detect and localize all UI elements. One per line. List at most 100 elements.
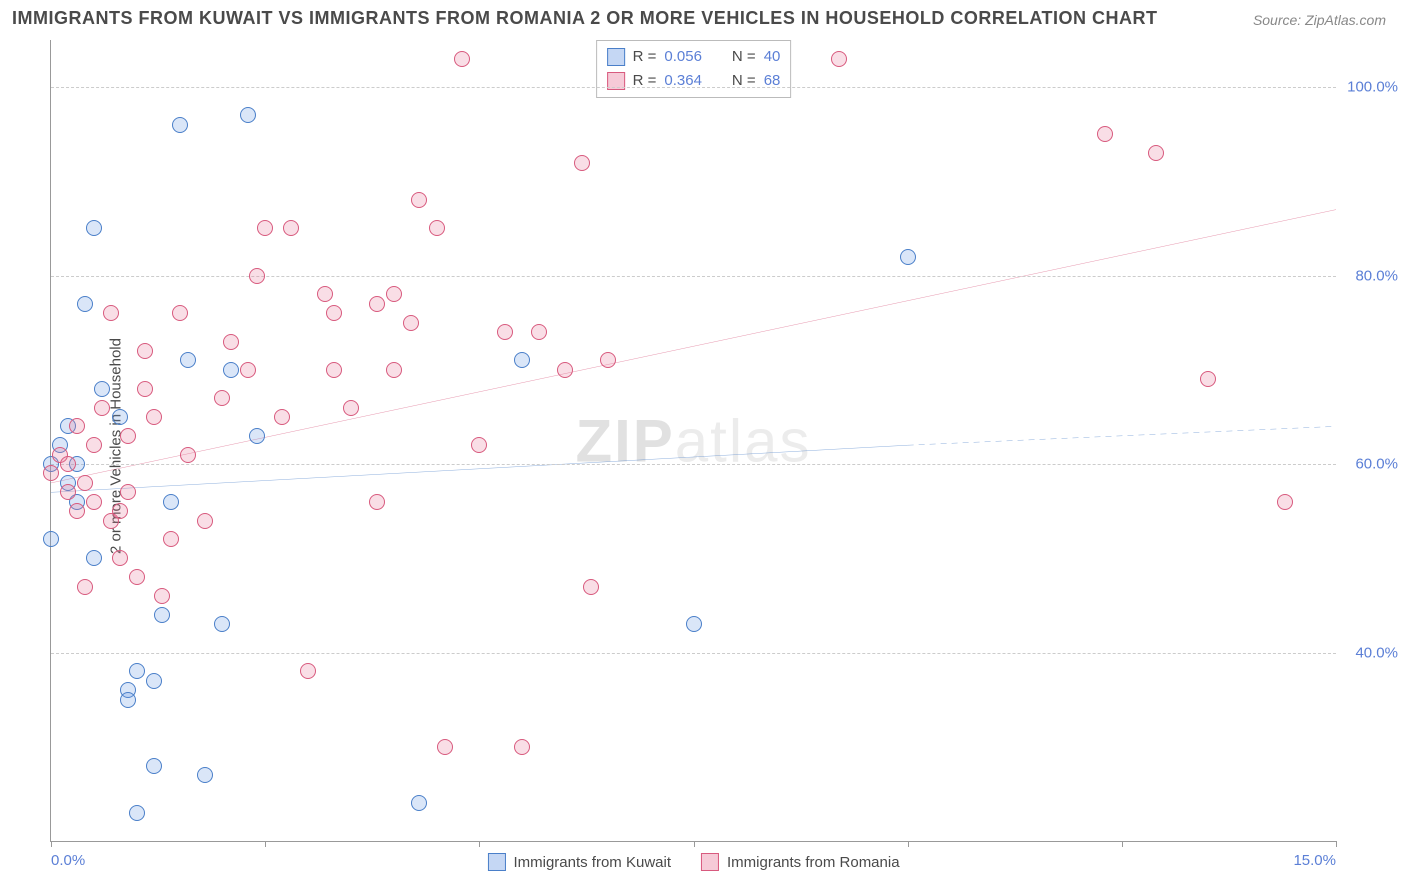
scatter-point [154, 607, 170, 623]
x-tick-label: 0.0% [51, 852, 85, 869]
gridline-h [51, 276, 1336, 277]
scatter-point [94, 400, 110, 416]
legend-item: Immigrants from Romania [701, 853, 900, 871]
scatter-point [112, 409, 128, 425]
scatter-point [43, 531, 59, 547]
scatter-point [514, 352, 530, 368]
scatter-point [429, 220, 445, 236]
gridline-h [51, 653, 1336, 654]
scatter-point [43, 465, 59, 481]
gridline-h [51, 464, 1336, 465]
trend-lines-layer [51, 40, 1336, 841]
scatter-point [1277, 494, 1293, 510]
scatter-point [120, 484, 136, 500]
scatter-point [900, 249, 916, 265]
r-label: R = [633, 69, 657, 93]
x-tick-mark [694, 841, 695, 847]
stats-legend-row: R = 0.056 N = 40 [607, 45, 781, 69]
scatter-point [223, 362, 239, 378]
plot-area: ZIPatlas R = 0.056N = 40R = 0.364N = 68 … [50, 40, 1336, 842]
scatter-point [180, 447, 196, 463]
n-value: 40 [764, 45, 781, 69]
stats-legend: R = 0.056 N = 40R = 0.364N = 68 [596, 40, 792, 98]
scatter-point [454, 51, 470, 67]
scatter-point [163, 531, 179, 547]
scatter-point [257, 220, 273, 236]
scatter-point [214, 616, 230, 632]
scatter-point [223, 334, 239, 350]
x-tick-mark [908, 841, 909, 847]
scatter-point [283, 220, 299, 236]
stats-legend-row: R = 0.364N = 68 [607, 69, 781, 93]
x-tick-mark [265, 841, 266, 847]
y-tick-label: 60.0% [1355, 456, 1398, 473]
scatter-point [129, 569, 145, 585]
scatter-point [300, 663, 316, 679]
scatter-point [240, 107, 256, 123]
scatter-point [214, 390, 230, 406]
scatter-point [146, 673, 162, 689]
scatter-point [69, 418, 85, 434]
scatter-point [172, 117, 188, 133]
scatter-point [386, 286, 402, 302]
scatter-point [69, 503, 85, 519]
r-value: 0.364 [664, 69, 702, 93]
scatter-point [154, 588, 170, 604]
scatter-point [86, 220, 102, 236]
scatter-point [411, 795, 427, 811]
scatter-point [249, 268, 265, 284]
x-tick-mark [1336, 841, 1337, 847]
scatter-point [514, 739, 530, 755]
scatter-point [86, 550, 102, 566]
scatter-point [60, 456, 76, 472]
scatter-point [574, 155, 590, 171]
scatter-point [112, 550, 128, 566]
source-attribution: Source: ZipAtlas.com [1253, 12, 1386, 28]
gridline-h [51, 87, 1336, 88]
scatter-point [77, 579, 93, 595]
scatter-point [386, 362, 402, 378]
scatter-point [369, 494, 385, 510]
scatter-point [240, 362, 256, 378]
scatter-point [557, 362, 573, 378]
scatter-point [86, 494, 102, 510]
scatter-point [343, 400, 359, 416]
n-label: N = [732, 45, 756, 69]
scatter-point [686, 616, 702, 632]
scatter-point [146, 409, 162, 425]
x-tick-mark [1122, 841, 1123, 847]
series-legend: Immigrants from KuwaitImmigrants from Ro… [487, 853, 899, 871]
scatter-point [600, 352, 616, 368]
scatter-point [163, 494, 179, 510]
scatter-point [583, 579, 599, 595]
y-tick-label: 100.0% [1347, 79, 1398, 96]
scatter-point [326, 362, 342, 378]
legend-label: Immigrants from Romania [727, 854, 900, 871]
r-label: R = [633, 45, 657, 69]
scatter-point [86, 437, 102, 453]
chart-title: IMMIGRANTS FROM KUWAIT VS IMMIGRANTS FRO… [12, 8, 1157, 29]
scatter-point [146, 758, 162, 774]
y-tick-label: 40.0% [1355, 644, 1398, 661]
scatter-point [471, 437, 487, 453]
scatter-point [274, 409, 290, 425]
legend-swatch [701, 853, 719, 871]
r-value: 0.056 [664, 45, 702, 69]
scatter-point [94, 381, 110, 397]
scatter-point [129, 663, 145, 679]
scatter-point [369, 296, 385, 312]
scatter-point [1200, 371, 1216, 387]
scatter-point [249, 428, 265, 444]
scatter-point [497, 324, 513, 340]
trend-line [51, 210, 1336, 483]
n-value: 68 [764, 69, 781, 93]
scatter-point [1097, 126, 1113, 142]
scatter-point [180, 352, 196, 368]
scatter-point [531, 324, 547, 340]
scatter-point [77, 296, 93, 312]
x-tick-label: 15.0% [1293, 852, 1336, 869]
scatter-point [112, 503, 128, 519]
scatter-point [326, 305, 342, 321]
scatter-point [411, 192, 427, 208]
scatter-point [103, 305, 119, 321]
